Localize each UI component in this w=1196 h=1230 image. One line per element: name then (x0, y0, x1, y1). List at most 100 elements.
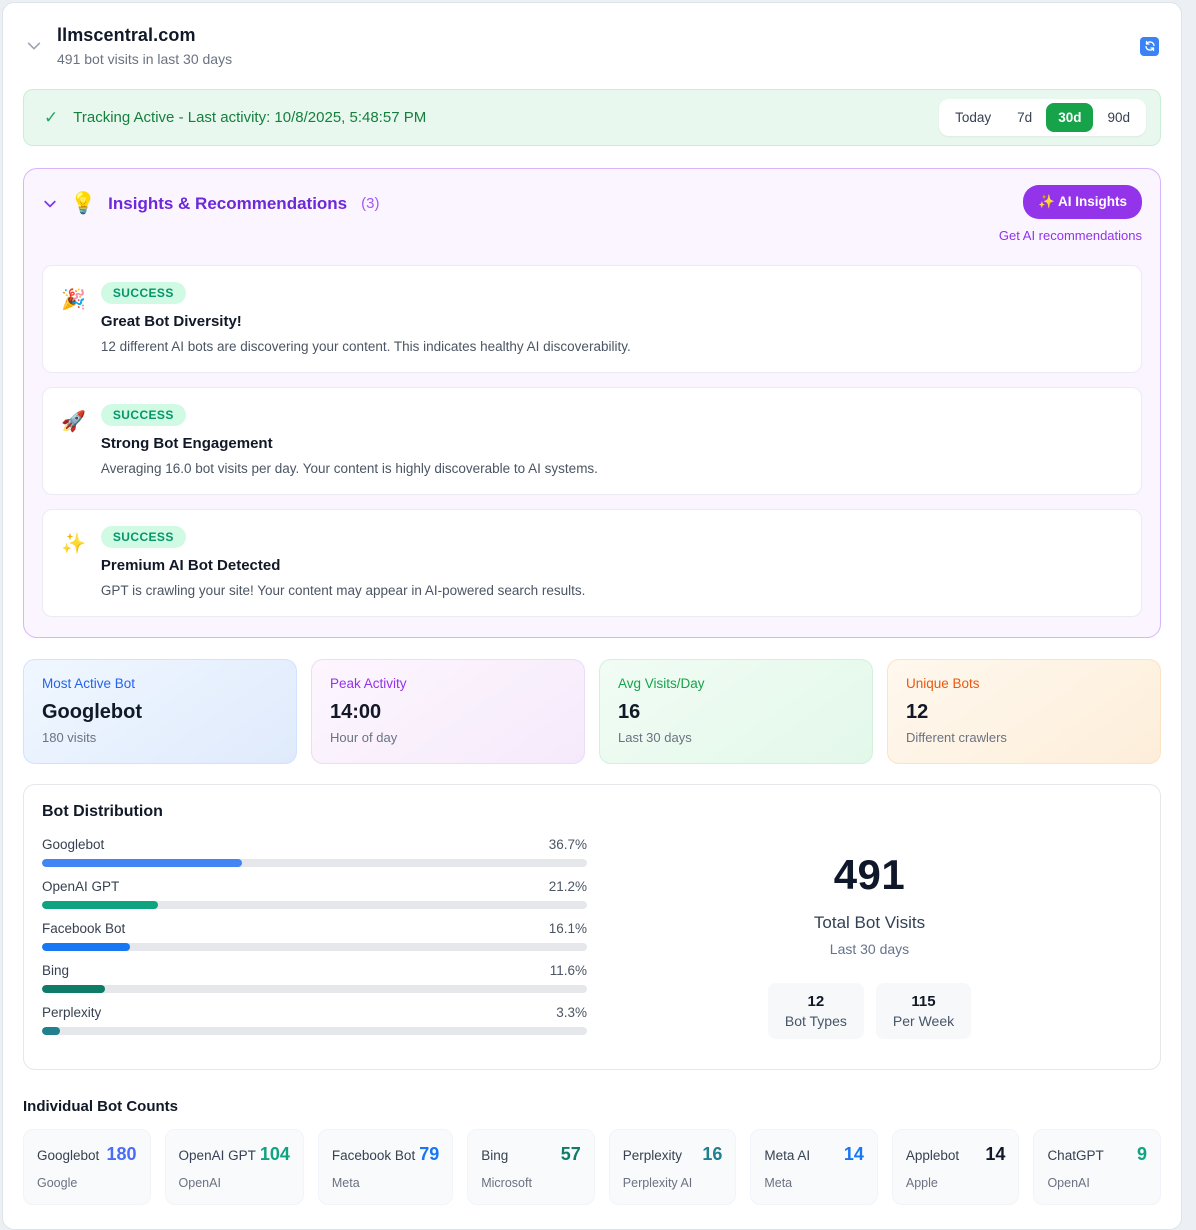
bot-name: OpenAI GPT (178, 1148, 256, 1163)
stat-card-unique-bots: Unique Bots 12 Different crawlers (887, 659, 1161, 764)
progress-fill (42, 859, 242, 867)
insight-description: GPT is crawling your site! Your content … (100, 583, 586, 598)
ai-recommendations-link[interactable]: Get AI recommendations (998, 228, 1142, 243)
bot-company: Perplexity AI (622, 1176, 693, 1190)
bot-name: Perplexity (42, 1005, 102, 1020)
distribution-row: OpenAI GPT 21.2% (42, 879, 587, 909)
bot-count-card-applebot: Applebot 14 Apple (891, 1129, 1020, 1205)
insights-section: 💡 Insights & Recommendations (3) ✨ AI In… (23, 168, 1161, 638)
bot-count: 16 (702, 1144, 723, 1164)
bot-name: Bing (42, 963, 70, 978)
bot-types-label: Bot Types (784, 1013, 847, 1029)
distribution-row: Perplexity 3.3% (42, 1005, 587, 1035)
refresh-icon (1144, 40, 1155, 52)
refresh-button[interactable] (1140, 36, 1159, 56)
distribution-total: 491 Total Bot Visits Last 30 days 12 Bot… (597, 837, 1142, 1047)
bot-counts-grid: Googlebot 180 Google OpenAI GPT 104 Open… (23, 1129, 1161, 1205)
insights-header: 💡 Insights & Recommendations (3) ✨ AI In… (42, 185, 1142, 243)
bot-count: 14 (843, 1144, 864, 1164)
bot-company: Meta (764, 1176, 793, 1190)
bot-types-box: 12 Bot Types (767, 983, 864, 1039)
total-visits-label: Total Bot Visits (813, 913, 926, 932)
bot-distribution-card: Bot Distribution Googlebot 36.7% OpenAI … (23, 784, 1161, 1070)
stat-label: Avg Visits/Day (618, 676, 705, 691)
range-button-30d[interactable]: 30d (1046, 103, 1094, 132)
bot-count: 14 (985, 1144, 1006, 1164)
status-badge: SUCCESS (100, 526, 186, 548)
insights-collapse-chevron-icon[interactable] (42, 196, 58, 212)
stat-sub: Hour of day (330, 730, 398, 745)
bot-name: Bing (481, 1148, 509, 1163)
bot-name: Googlebot (42, 837, 105, 852)
stat-label: Most Active Bot (42, 676, 136, 691)
insight-card-bot-diversity: 🎉 SUCCESS Great Bot Diversity! 12 differ… (42, 265, 1142, 373)
total-visits-sub: Last 30 days (829, 941, 910, 957)
bot-name: ChatGPT (1047, 1148, 1104, 1163)
ai-insights-button[interactable]: ✨ AI Insights (1022, 185, 1142, 219)
bot-percent: 3.3% (556, 1005, 587, 1020)
progress-fill (42, 1027, 60, 1035)
per-week-box: 115 Per Week (875, 983, 972, 1039)
collapse-chevron-icon[interactable] (25, 37, 43, 55)
stat-card-avg-visits: Avg Visits/Day 16 Last 30 days (599, 659, 873, 764)
insight-card-premium-bot: ✨ SUCCESS Premium AI Bot Detected GPT is… (42, 509, 1142, 617)
bot-count: 57 (560, 1144, 581, 1164)
bot-company: OpenAI (1047, 1176, 1090, 1190)
distribution-row: Googlebot 36.7% (42, 837, 587, 867)
bot-name: Facebook Bot (42, 921, 126, 936)
stat-label: Peak Activity (330, 676, 407, 691)
insight-title: Premium AI Bot Detected (100, 557, 281, 574)
party-popper-icon: 🎉 (61, 289, 86, 311)
range-button-90d[interactable]: 90d (1095, 103, 1142, 132)
tracking-status-text: Tracking Active - Last activity: 10/8/20… (73, 109, 427, 126)
range-button-today[interactable]: Today (943, 103, 1003, 132)
bot-counts-title: Individual Bot Counts (23, 1098, 178, 1115)
stat-sub: 180 visits (42, 730, 97, 745)
progress-track (42, 859, 587, 867)
bot-count: 9 (1136, 1144, 1147, 1164)
distribution-bars: Googlebot 36.7% OpenAI GPT 21.2% Faceboo… (42, 837, 587, 1047)
stat-label: Unique Bots (906, 676, 980, 691)
bot-name: Meta AI (764, 1148, 811, 1163)
progress-fill (42, 985, 106, 993)
tracking-status: ✓ Tracking Active - Last activity: 10/8/… (38, 108, 426, 128)
bot-distribution-title: Bot Distribution (42, 803, 163, 820)
range-button-7d[interactable]: 7d (1005, 103, 1044, 132)
status-badge: SUCCESS (100, 404, 186, 426)
bot-percent: 16.1% (548, 921, 587, 936)
stat-value: Googlebot (42, 701, 142, 723)
bot-company: OpenAI (178, 1176, 221, 1190)
bot-count-card-perplexity: Perplexity 16 Perplexity AI (608, 1129, 737, 1205)
bot-count-card-openai-gpt: OpenAI GPT 104 OpenAI (164, 1129, 304, 1205)
site-subtitle: 491 bot visits in last 30 days (57, 51, 233, 67)
check-icon: ✓ (44, 107, 59, 127)
bot-count: 180 (106, 1144, 137, 1164)
date-range-selector: Today 7d 30d 90d (939, 99, 1146, 136)
bot-count: 104 (259, 1144, 290, 1164)
stat-value: 14:00 (330, 701, 382, 723)
stat-value: 16 (618, 701, 641, 723)
lightbulb-icon: 💡 (70, 192, 97, 215)
distribution-row: Bing 11.6% (42, 963, 587, 993)
per-week-label: Per Week (892, 1013, 955, 1029)
stat-card-peak-activity: Peak Activity 14:00 Hour of day (311, 659, 585, 764)
header-text: llmscentral.com 491 bot visits in last 3… (57, 25, 232, 67)
distribution-row: Facebook Bot 16.1% (42, 921, 587, 951)
progress-track (42, 943, 587, 951)
stat-value: 12 (906, 701, 929, 723)
site-title: llmscentral.com (57, 25, 196, 45)
bot-percent: 21.2% (548, 879, 587, 894)
total-visits-value: 491 (833, 851, 906, 898)
header: llmscentral.com 491 bot visits in last 3… (23, 23, 1161, 73)
bot-company: Apple (905, 1176, 938, 1190)
insights-count: (3) (361, 195, 380, 212)
stat-sub: Last 30 days (618, 730, 692, 745)
bot-count: 79 (419, 1144, 440, 1164)
bot-count-card-bing: Bing 57 Microsoft (467, 1129, 595, 1205)
progress-track (42, 901, 587, 909)
progress-track (42, 985, 587, 993)
insight-cards: 🎉 SUCCESS Great Bot Diversity! 12 differ… (42, 265, 1142, 617)
sparkles-icon: ✨ (61, 533, 86, 555)
bot-name: Applebot (905, 1148, 960, 1163)
